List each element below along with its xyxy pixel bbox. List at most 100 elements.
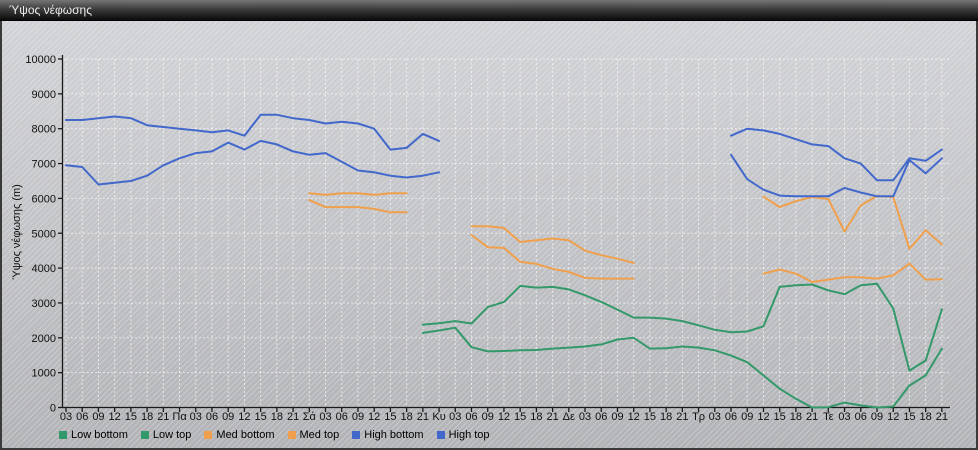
window-border-left — [0, 21, 2, 450]
x-tick-label: 09 — [611, 411, 623, 423]
legend: Low bottom Low top Med bottom Med top High b… — [59, 426, 503, 444]
series-med-bottom — [762, 262, 943, 283]
x-tick-label: 09 — [482, 411, 494, 423]
series-med-top — [762, 195, 943, 250]
y-tick-label: 5000 — [32, 228, 56, 240]
x-tick-label: 12 — [498, 411, 510, 423]
legend-label: Med bottom — [216, 429, 275, 441]
x-tick-label: 18 — [141, 411, 153, 423]
x-tick-label: 18 — [400, 411, 412, 423]
series-low-bottom — [421, 326, 943, 409]
series-med-top — [470, 225, 635, 264]
y-tick-label: 6000 — [32, 193, 56, 205]
legend-swatch-icon — [204, 431, 213, 439]
series-high-top — [65, 113, 441, 151]
series-low-top — [421, 282, 943, 372]
x-tick-label: 12 — [887, 411, 899, 423]
x-tick-label: 03 — [709, 411, 721, 423]
x-tick-label: 18 — [660, 411, 672, 423]
legend-swatch-icon — [59, 431, 67, 439]
legend-swatch-icon — [140, 431, 149, 439]
x-tick-label: 15 — [644, 411, 656, 423]
x-tick-label: 21 — [157, 411, 169, 423]
legend-label: High top — [448, 429, 490, 441]
series-med-bottom — [470, 234, 635, 280]
x-tick-label: 06 — [336, 411, 348, 423]
x-tick-label: 03 — [319, 411, 331, 423]
legend-item-high-top: High top — [436, 429, 490, 441]
x-tick-label: 15 — [255, 411, 267, 423]
y-tick-label: 4000 — [32, 263, 56, 275]
x-tick-label: 03 — [838, 411, 850, 423]
x-tick-label: Τε — [823, 411, 834, 423]
x-tick-label: 18 — [271, 411, 283, 423]
legend-swatch-icon — [352, 431, 361, 439]
legend-label: Med top — [299, 429, 340, 441]
x-tick-label: 06 — [465, 411, 477, 423]
x-tick-label: 06 — [595, 411, 607, 423]
y-tick-label: 0 — [50, 403, 56, 415]
y-tick-label: 7000 — [32, 159, 56, 171]
x-tick-label: 12 — [238, 411, 250, 423]
x-tick-label: 09 — [741, 411, 753, 423]
x-tick-label: 15 — [125, 411, 137, 423]
x-tick-label: 15 — [903, 411, 915, 423]
legend-label: High bottom — [364, 429, 424, 441]
x-tick-label: 06 — [206, 411, 218, 423]
x-tick-label: 12 — [109, 411, 121, 423]
window-title: Ύψος νέφωσης — [9, 3, 92, 17]
x-tick-label: 09 — [352, 411, 364, 423]
title-bar[interactable]: Ύψος νέφωσης — [0, 0, 978, 21]
x-tick-label: 21 — [806, 411, 818, 423]
x-tick-label: 18 — [530, 411, 542, 423]
y-tick-label: 8000 — [32, 124, 56, 136]
legend-item-high-bottom: High bottom — [352, 429, 424, 441]
y-tick-label: 10000 — [25, 54, 56, 66]
legend-item-med-top: Med top — [287, 429, 340, 441]
x-tick-label: 09 — [871, 411, 883, 423]
x-tick-label: 06 — [855, 411, 867, 423]
x-tick-label: 21 — [936, 411, 948, 423]
x-tick-label: 09 — [92, 411, 104, 423]
x-tick-label: 21 — [417, 411, 429, 423]
x-tick-label: Τρ — [692, 411, 705, 423]
x-tick-label: 03 — [449, 411, 461, 423]
legend-swatch-icon — [436, 431, 445, 439]
legend-label: Low top — [152, 429, 192, 441]
x-tick-label: 21 — [546, 411, 558, 423]
series-high-bottom — [730, 153, 943, 198]
legend-label: Low bottom — [71, 429, 128, 441]
legend-item-med-bottom: Med bottom — [204, 429, 275, 441]
x-tick-label: 15 — [774, 411, 786, 423]
x-tick-label: 18 — [920, 411, 932, 423]
x-tick-label: Πα — [172, 411, 187, 423]
series-high-top — [730, 127, 943, 182]
y-tick-label: 1000 — [32, 368, 56, 380]
x-tick-label: 21 — [287, 411, 299, 423]
series-med-top — [308, 192, 408, 196]
x-tick-label: Κυ — [432, 411, 445, 423]
x-tick-label: 12 — [628, 411, 640, 423]
x-tick-label: 09 — [222, 411, 234, 423]
legend-item-low-top: Low top — [140, 429, 192, 441]
x-tick-label: 12 — [757, 411, 769, 423]
y-tick-label: 2000 — [32, 333, 56, 345]
y-axis-title: Ύψος νέφωσης (m) — [11, 184, 23, 280]
x-tick-label: 15 — [514, 411, 526, 423]
x-tick-label: Δε — [563, 411, 575, 423]
y-tick-label: 3000 — [32, 298, 56, 310]
series-high-bottom — [65, 139, 441, 186]
x-tick-label: Σά — [303, 411, 317, 423]
x-tick-label: 15 — [384, 411, 396, 423]
x-tick-label: 03 — [190, 411, 202, 423]
x-tick-label: 21 — [676, 411, 688, 423]
window-border-bottom — [0, 448, 978, 450]
x-tick-label: 03 — [579, 411, 591, 423]
x-tick-label: 03 — [60, 411, 72, 423]
x-tick-label: 06 — [76, 411, 88, 423]
window-border-right — [976, 21, 978, 450]
y-tick-label: 9000 — [32, 89, 56, 101]
series-med-bottom — [308, 199, 408, 214]
